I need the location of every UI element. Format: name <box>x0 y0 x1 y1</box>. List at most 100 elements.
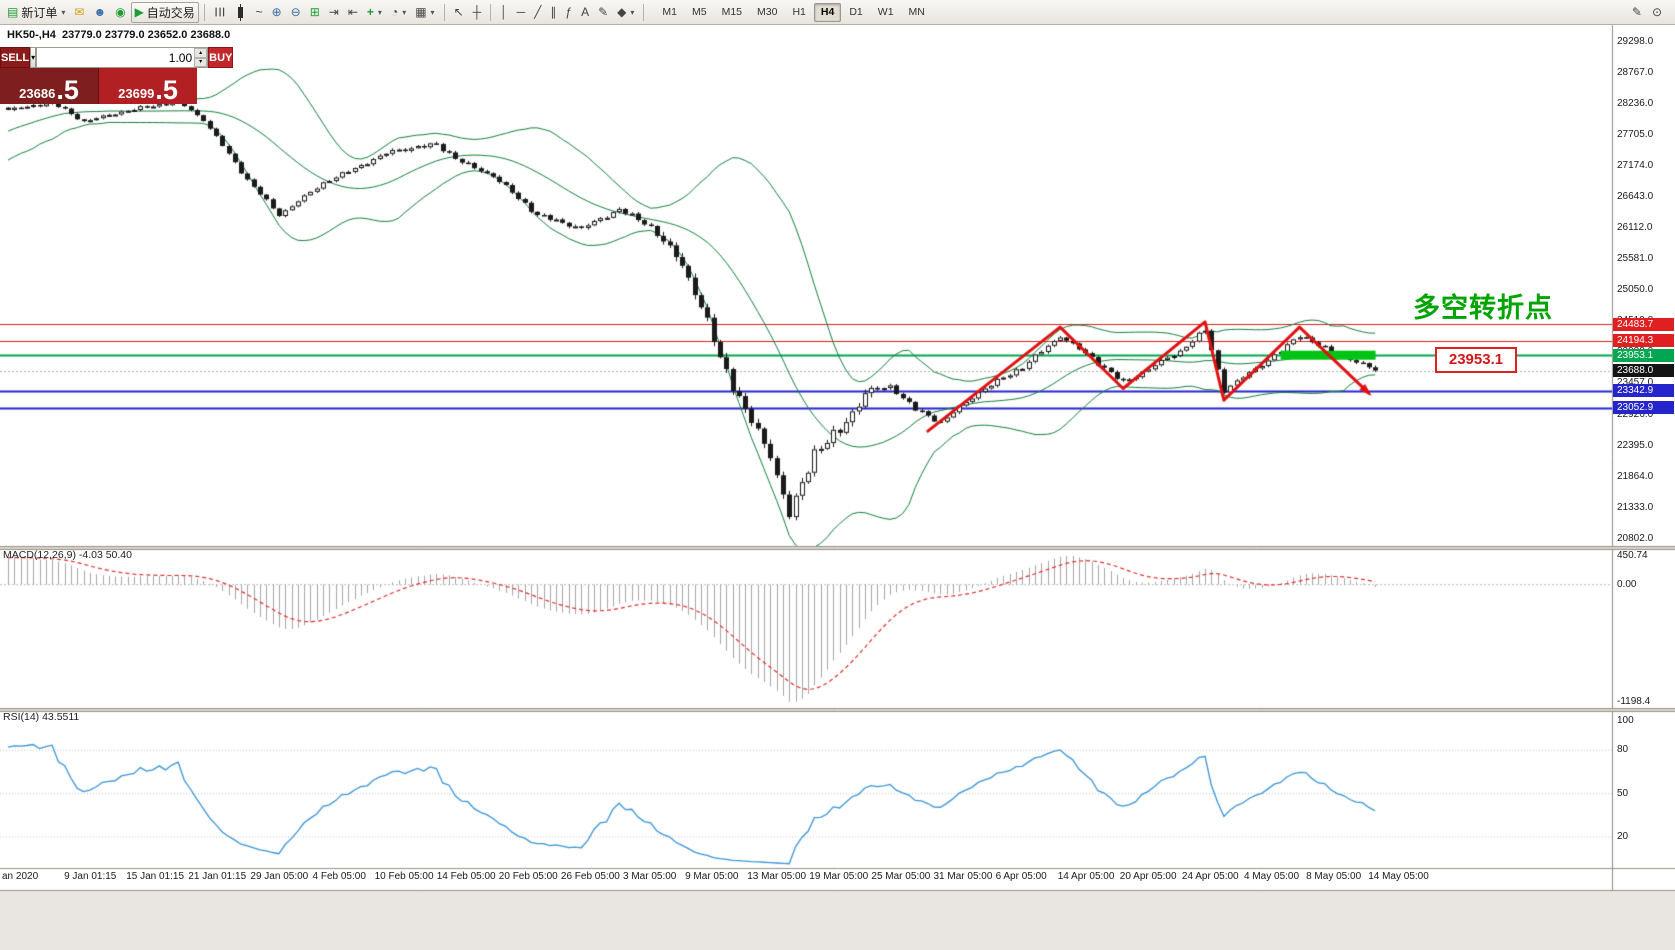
text-button[interactable]: A <box>577 2 593 23</box>
timeframe-button-d1[interactable]: D1 <box>842 3 869 22</box>
search-icon: ⊙ <box>1651 5 1662 19</box>
volume-input[interactable] <box>37 48 195 67</box>
timeframe-button-m30[interactable]: M30 <box>750 3 784 22</box>
order-type-dropdown[interactable]: ▾ <box>30 47 37 68</box>
tile-windows-button[interactable]: ⊞ <box>306 2 324 23</box>
timeframe-button-m5[interactable]: M5 <box>685 3 714 22</box>
chevron-down-icon: ▾ <box>61 7 66 17</box>
search-button[interactable]: ⊙ <box>1648 2 1666 23</box>
crosshair-button[interactable]: ┼ <box>469 2 486 23</box>
price-axis-label: 22395.0 <box>1617 439 1654 451</box>
candlestick-icon <box>237 3 243 21</box>
price-axis-label: 28767.0 <box>1617 67 1654 79</box>
vertical-line-icon: │ <box>500 5 508 19</box>
line-chart-icon: ~ <box>255 5 263 19</box>
refresh-button[interactable]: ◉ <box>111 2 129 23</box>
buy-price-frac: .5 <box>155 75 178 105</box>
time-axis-label: 25 Mar 05:00 <box>871 871 931 882</box>
mailbox-button[interactable]: ✉ <box>70 2 88 23</box>
rsi-axis-label: 80 <box>1617 744 1629 756</box>
accounts-button[interactable]: ☻ <box>89 2 110 23</box>
ohlc-bars-icon: ☰ <box>212 6 227 18</box>
time-axis-label: 24 Apr 05:00 <box>1181 871 1239 882</box>
time-axis-label: 4 Feb 05:00 <box>312 871 366 882</box>
text-label-button[interactable]: ✎ <box>594 2 612 23</box>
chart-shift-icon: ⇤ <box>347 5 358 19</box>
chevron-down-icon: ▾ <box>430 7 435 17</box>
volume-input-wrap: ▴ ▾ <box>36 47 209 68</box>
cursor-icon: ↖ <box>453 5 464 19</box>
play-icon: ▶ <box>134 5 144 19</box>
ohlc-bars-button[interactable]: ☰ <box>210 2 229 23</box>
timeframe-button-h4[interactable]: H4 <box>813 2 842 22</box>
time-axis-label: 14 Feb 05:00 <box>436 871 496 882</box>
rsi-axis-label: 50 <box>1617 787 1629 799</box>
indicators-button[interactable]: + ▾ <box>363 2 386 23</box>
horizontal-line-button[interactable]: ─ <box>513 2 530 23</box>
volume-up-button[interactable]: ▴ <box>194 48 208 58</box>
timeframe-button-h1[interactable]: H1 <box>785 3 812 22</box>
shapes-icon: ◆ <box>617 5 627 19</box>
channel-button[interactable]: ∥ <box>546 2 560 23</box>
volume-down-button[interactable]: ▾ <box>194 57 208 67</box>
templates-button[interactable]: ▦ ▾ <box>411 2 438 23</box>
zoom-out-button[interactable]: ⊖ <box>287 2 305 23</box>
toolbar-separator <box>443 3 445 21</box>
trendline-button[interactable]: ╱ <box>530 2 545 23</box>
toolbar-separator <box>490 3 492 21</box>
time-axis-label: 13 Mar 05:00 <box>747 871 807 882</box>
macd-indicator-header: MACD(12,26,9) -4.03 50.40 <box>3 549 132 561</box>
envelope-icon: ✉ <box>74 5 85 19</box>
time-axis-label: 21 Jan 01:15 <box>188 871 247 882</box>
price-axis-label: 27174.0 <box>1617 160 1654 172</box>
new-order-button[interactable]: ▤ 新订单 ▾ <box>3 2 69 23</box>
cursor-button[interactable]: ↖ <box>450 2 468 23</box>
sell-price[interactable]: 23686.5 <box>0 68 99 104</box>
autotrading-button[interactable]: ▶ 自动交易 <box>130 1 199 23</box>
indicators-plus-icon: + <box>366 5 374 19</box>
timeframe-button-m1[interactable]: M1 <box>655 3 684 22</box>
sell-button[interactable]: SELL <box>0 47 31 68</box>
time-axis-label: 14 May 05:00 <box>1368 871 1429 882</box>
buy-price[interactable]: 23699.5 <box>99 68 197 104</box>
price-level-annotation-box: 23953.1 <box>1435 347 1517 373</box>
time-axis-label: an 2020 <box>2 871 39 882</box>
time-axis-label: 19 Mar 05:00 <box>809 871 869 882</box>
fibonacci-button[interactable]: ƒ <box>561 2 576 23</box>
line-chart-button[interactable]: ~ <box>252 2 267 23</box>
rsi-axis-label: 20 <box>1617 831 1629 843</box>
timeframe-button-w1[interactable]: W1 <box>871 3 901 22</box>
price-axis-label: 25050.0 <box>1617 284 1654 296</box>
periods-button[interactable]: ◔ ▾ <box>387 2 410 23</box>
candlestick-button[interactable] <box>230 2 251 23</box>
time-axis-label: 10 Feb 05:00 <box>374 871 434 882</box>
edit-button[interactable]: ✎ <box>1628 2 1646 23</box>
macd-axis-label: -1198.4 <box>1617 696 1651 707</box>
pencil-icon: ✎ <box>598 5 609 19</box>
timeframe-button-mn[interactable]: MN <box>902 3 932 22</box>
zoom-in-button[interactable]: ⊕ <box>268 2 286 23</box>
price-tag: 23953.1 <box>1613 348 1674 362</box>
fibonacci-icon: ƒ <box>565 5 573 19</box>
auto-scroll-button[interactable]: ⇥ <box>325 2 343 23</box>
vertical-line-button[interactable]: │ <box>496 2 512 23</box>
time-axis-label: 9 Mar 05:00 <box>685 871 739 882</box>
turning-point-annotation: 多空转折点 <box>1413 293 1553 323</box>
timeframe-button-m15[interactable]: M15 <box>715 3 749 22</box>
time-axis-label: 20 Apr 05:00 <box>1119 871 1177 882</box>
time-axis-label: 8 May 05:00 <box>1306 871 1362 882</box>
tile-windows-icon: ⊞ <box>309 5 320 19</box>
price-axis-label: 23457.0 <box>1617 377 1654 389</box>
shapes-button[interactable]: ◆ ▾ <box>613 2 638 23</box>
time-axis-label: 26 Feb 05:00 <box>560 871 620 882</box>
price-axis-label: 27705.0 <box>1617 129 1654 141</box>
buy-button[interactable]: BUY <box>208 47 234 68</box>
channel-icon: ∥ <box>550 5 557 19</box>
time-axis-label: 3 Mar 05:00 <box>623 871 677 882</box>
chart-shift-button[interactable]: ⇤ <box>344 2 362 23</box>
one-click-trade-panel: SELL ▾ ▴ ▾ BUY 23686.5 23699.5 <box>0 47 234 104</box>
sell-price-main: 23686 <box>19 86 56 101</box>
